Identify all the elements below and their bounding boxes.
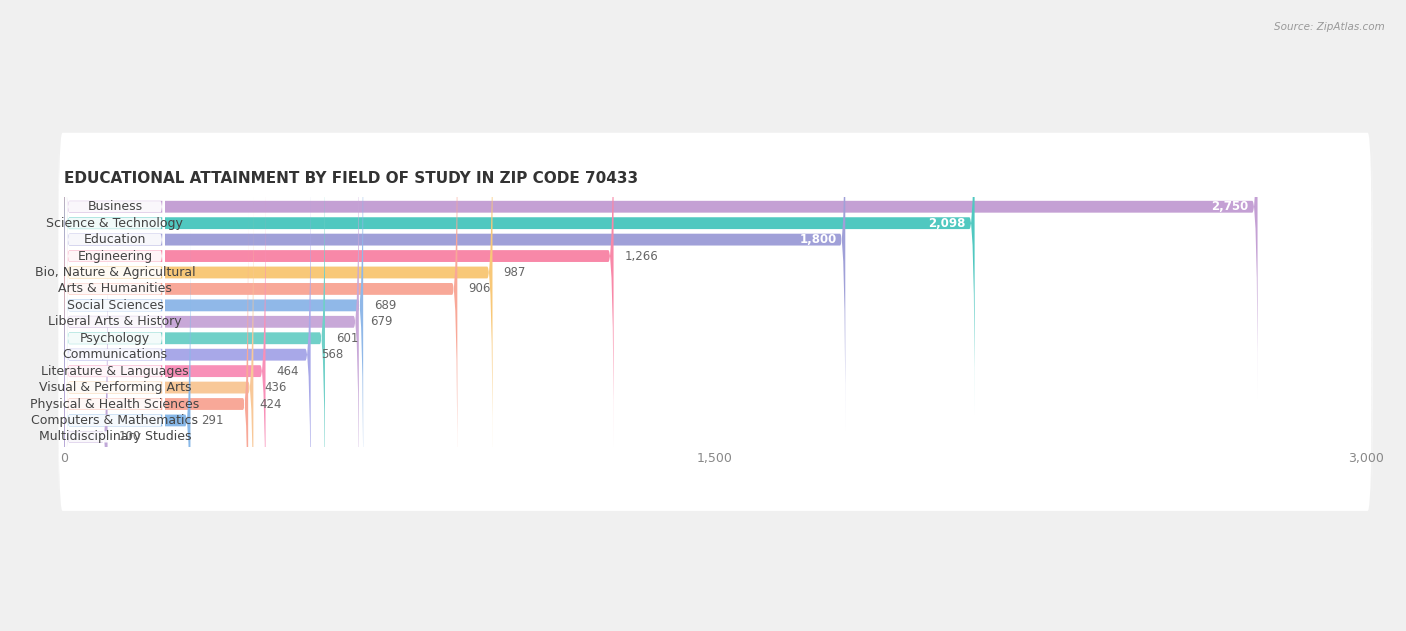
FancyBboxPatch shape: [65, 97, 165, 415]
Text: 679: 679: [370, 316, 392, 328]
FancyBboxPatch shape: [58, 248, 1372, 428]
Text: Computers & Mathematics: Computers & Mathematics: [31, 414, 198, 427]
FancyBboxPatch shape: [58, 215, 1372, 396]
Text: 1,266: 1,266: [624, 249, 658, 262]
Text: Source: ZipAtlas.com: Source: ZipAtlas.com: [1274, 22, 1385, 32]
FancyBboxPatch shape: [58, 330, 1372, 511]
FancyBboxPatch shape: [65, 163, 311, 546]
Text: EDUCATIONAL ATTAINMENT BY FIELD OF STUDY IN ZIP CODE 70433: EDUCATIONAL ATTAINMENT BY FIELD OF STUDY…: [65, 171, 638, 186]
Text: Communications: Communications: [62, 348, 167, 361]
FancyBboxPatch shape: [65, 130, 165, 448]
FancyBboxPatch shape: [65, 114, 363, 497]
FancyBboxPatch shape: [65, 229, 165, 546]
FancyBboxPatch shape: [65, 114, 165, 431]
FancyBboxPatch shape: [65, 131, 359, 513]
Text: 2,098: 2,098: [928, 216, 966, 230]
FancyBboxPatch shape: [58, 346, 1372, 528]
FancyBboxPatch shape: [58, 133, 1372, 314]
Text: 1,800: 1,800: [800, 233, 837, 246]
Text: Multidisciplinary Studies: Multidisciplinary Studies: [39, 430, 191, 444]
FancyBboxPatch shape: [58, 182, 1372, 363]
Text: Engineering: Engineering: [77, 249, 152, 262]
FancyBboxPatch shape: [65, 32, 974, 415]
Text: 2,750: 2,750: [1212, 200, 1249, 213]
FancyBboxPatch shape: [65, 163, 165, 481]
Text: 689: 689: [374, 299, 396, 312]
Text: 987: 987: [503, 266, 526, 279]
Text: Business: Business: [87, 200, 142, 213]
FancyBboxPatch shape: [65, 146, 165, 464]
FancyBboxPatch shape: [65, 98, 457, 480]
FancyBboxPatch shape: [65, 147, 325, 529]
Text: Visual & Performing Arts: Visual & Performing Arts: [39, 381, 191, 394]
FancyBboxPatch shape: [65, 245, 165, 563]
FancyBboxPatch shape: [58, 264, 1372, 445]
Text: Social Sciences: Social Sciences: [66, 299, 163, 312]
Text: 424: 424: [259, 398, 281, 411]
FancyBboxPatch shape: [65, 213, 247, 596]
FancyBboxPatch shape: [65, 65, 613, 447]
Text: Science & Technology: Science & Technology: [46, 216, 183, 230]
FancyBboxPatch shape: [58, 165, 1372, 346]
FancyBboxPatch shape: [65, 48, 845, 431]
FancyBboxPatch shape: [58, 232, 1372, 412]
FancyBboxPatch shape: [65, 278, 165, 596]
FancyBboxPatch shape: [65, 229, 190, 612]
FancyBboxPatch shape: [65, 64, 165, 382]
FancyBboxPatch shape: [58, 314, 1372, 495]
FancyBboxPatch shape: [65, 213, 165, 530]
FancyBboxPatch shape: [58, 199, 1372, 379]
Text: 464: 464: [277, 365, 299, 377]
Text: Psychology: Psychology: [80, 332, 150, 345]
Text: Liberal Arts & History: Liberal Arts & History: [48, 316, 181, 328]
FancyBboxPatch shape: [58, 281, 1372, 461]
FancyBboxPatch shape: [58, 297, 1372, 478]
Text: 906: 906: [468, 283, 491, 295]
FancyBboxPatch shape: [65, 196, 165, 514]
FancyBboxPatch shape: [58, 149, 1372, 330]
Text: Bio, Nature & Agricultural: Bio, Nature & Agricultural: [35, 266, 195, 279]
Text: Education: Education: [84, 233, 146, 246]
FancyBboxPatch shape: [65, 15, 1257, 398]
Text: Literature & Languages: Literature & Languages: [41, 365, 188, 377]
FancyBboxPatch shape: [58, 116, 1372, 297]
Text: Physical & Health Sciences: Physical & Health Sciences: [31, 398, 200, 411]
FancyBboxPatch shape: [65, 262, 165, 579]
FancyBboxPatch shape: [65, 196, 253, 579]
FancyBboxPatch shape: [65, 179, 165, 497]
Text: Arts & Humanities: Arts & Humanities: [58, 283, 172, 295]
Text: 100: 100: [118, 430, 141, 444]
Text: 291: 291: [201, 414, 224, 427]
Text: 568: 568: [322, 348, 343, 361]
FancyBboxPatch shape: [65, 245, 107, 628]
Text: 601: 601: [336, 332, 359, 345]
FancyBboxPatch shape: [65, 81, 165, 398]
FancyBboxPatch shape: [65, 48, 165, 365]
FancyBboxPatch shape: [65, 81, 492, 464]
FancyBboxPatch shape: [65, 180, 266, 562]
Text: 436: 436: [264, 381, 287, 394]
